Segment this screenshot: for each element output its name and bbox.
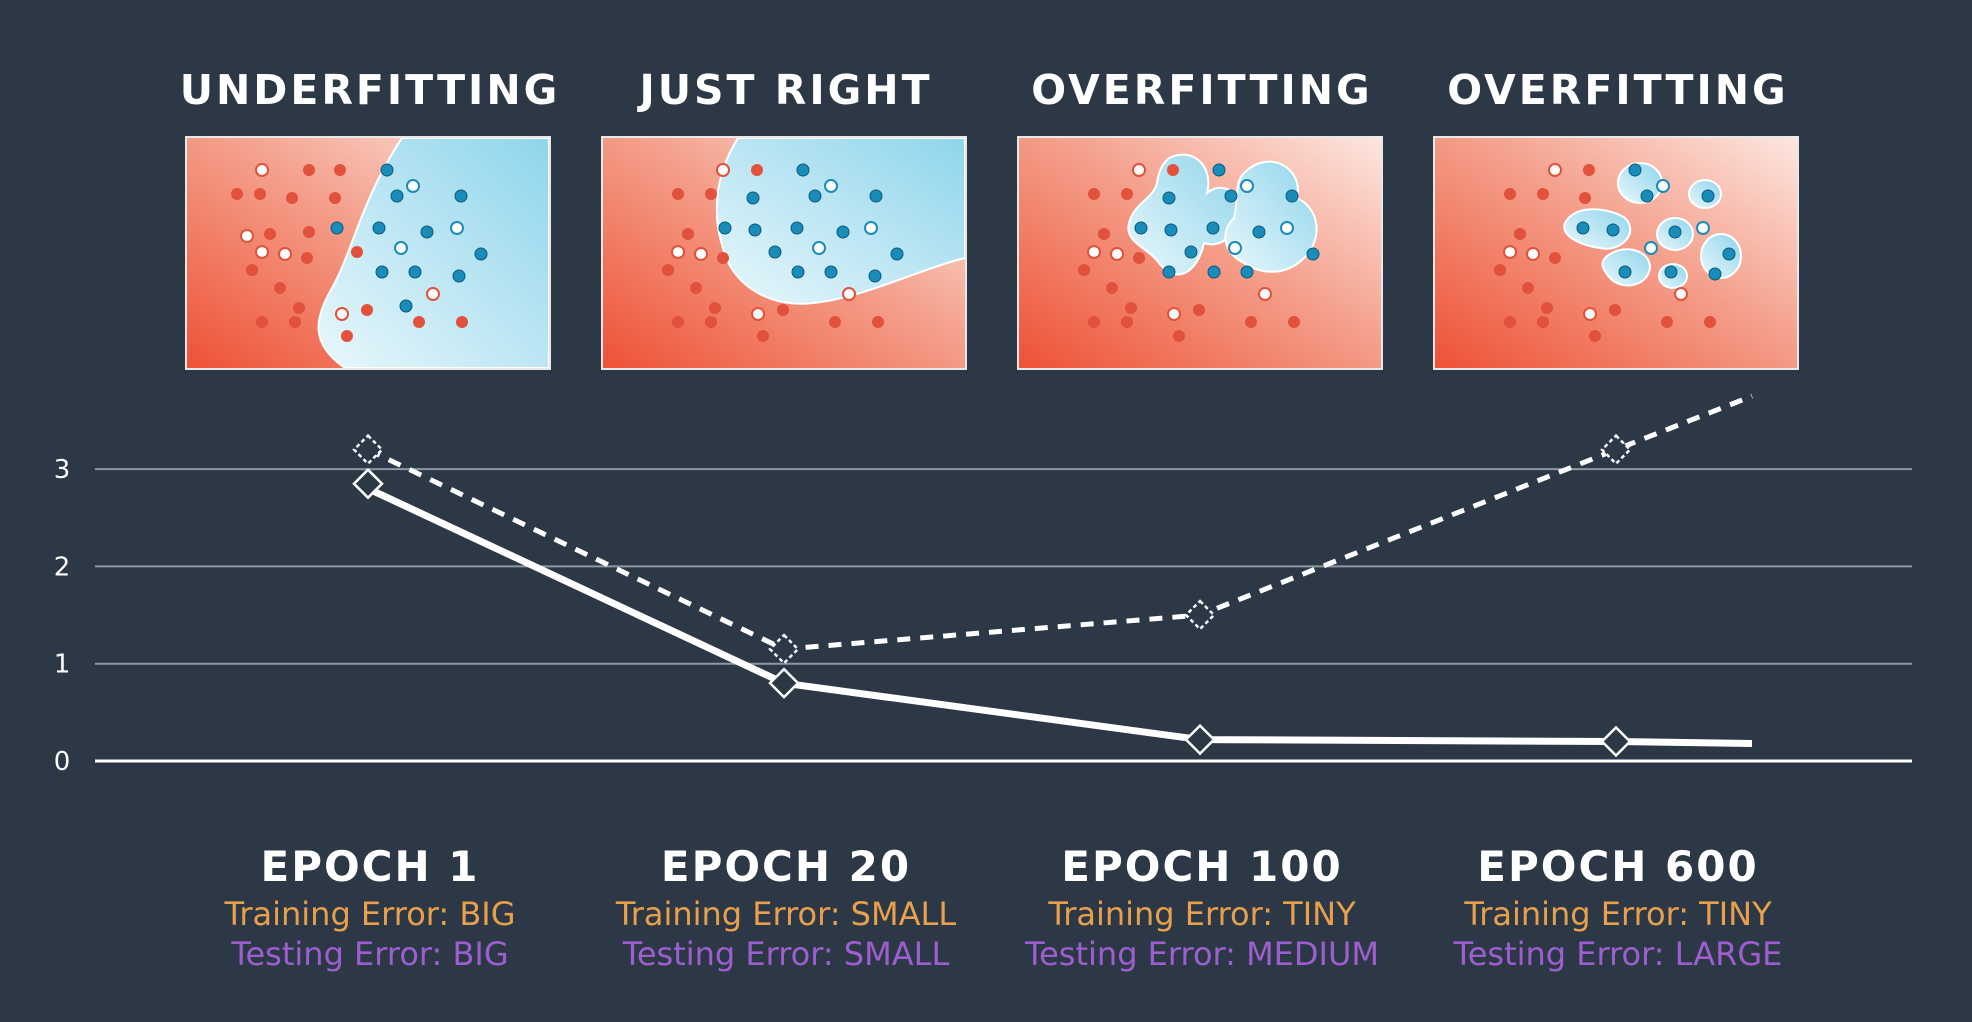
blue-region: [317, 138, 549, 368]
training-error-text: Training Error: SMALL: [615, 895, 957, 933]
panel-overfitting-epoch-100: [1017, 136, 1383, 370]
gridlines: [95, 468, 1912, 763]
training-error-text: Training Error: TINY: [1048, 895, 1356, 933]
epoch-label: EPOCH 600: [1477, 842, 1759, 891]
epoch-block-100: EPOCH 100 Training Error: TINY Testing E…: [992, 840, 1412, 974]
series-line-solid: [366, 485, 1753, 747]
y-tick-label: 3: [54, 455, 71, 485]
panel-title-just-right: JUST RIGHT: [639, 66, 933, 114]
epoch-block-20: EPOCH 20 Training Error: SMALL Testing E…: [576, 840, 996, 974]
training-error-text: Training Error: TINY: [1464, 895, 1772, 933]
series-lines: [366, 393, 1753, 747]
epoch-label: EPOCH 1: [260, 842, 480, 891]
diamond-marker: [352, 433, 384, 466]
epoch-block-1: EPOCH 1 Training Error: BIG Testing Erro…: [160, 840, 580, 974]
epoch-block-600: EPOCH 600 Training Error: TINY Testing E…: [1408, 840, 1828, 974]
epoch-label: EPOCH 20: [660, 842, 912, 891]
blue-region: [715, 138, 965, 305]
y-axis-ticks: 0 1 2 3: [54, 455, 71, 777]
diamond-marker: [768, 667, 800, 699]
epoch-label: EPOCH 100: [1061, 842, 1343, 891]
training-error-text: Training Error: BIG: [224, 895, 516, 933]
testing-error-text: Testing Error: BIG: [231, 935, 509, 973]
training-points: [1078, 163, 1320, 342]
diamond-marker: [768, 633, 800, 665]
testing-error-text: Testing Error: MEDIUM: [1025, 935, 1379, 973]
training-points: [231, 163, 488, 342]
diamond-marker: [1600, 725, 1632, 758]
blue-region-1: [1127, 153, 1243, 276]
training-points: [662, 163, 904, 342]
diamond-marker: [1184, 723, 1216, 756]
panel-title-underfitting: UNDERFITTING: [179, 66, 561, 114]
diamond-marker: [1600, 433, 1632, 466]
diamond-marker: [1184, 599, 1216, 631]
series-line-dashed: [366, 393, 1753, 652]
panel-underfitting: [185, 136, 551, 370]
testing-error-text: Testing Error: LARGE: [1453, 935, 1783, 973]
panel-overfitting-epoch-600: [1433, 136, 1799, 370]
y-tick-label: 0: [54, 747, 71, 777]
testing-error-text: Testing Error: SMALL: [622, 935, 950, 973]
diamond-marker: [352, 467, 384, 500]
series-markers: [352, 433, 1632, 758]
panel-title-overfitting-1: OVERFITTING: [1031, 66, 1373, 114]
y-tick-label: 2: [54, 552, 71, 582]
y-tick-label: 1: [54, 650, 71, 680]
panel-just-right: [601, 136, 967, 370]
training-points: [1494, 163, 1736, 342]
panel-title-overfitting-2: OVERFITTING: [1447, 66, 1789, 114]
